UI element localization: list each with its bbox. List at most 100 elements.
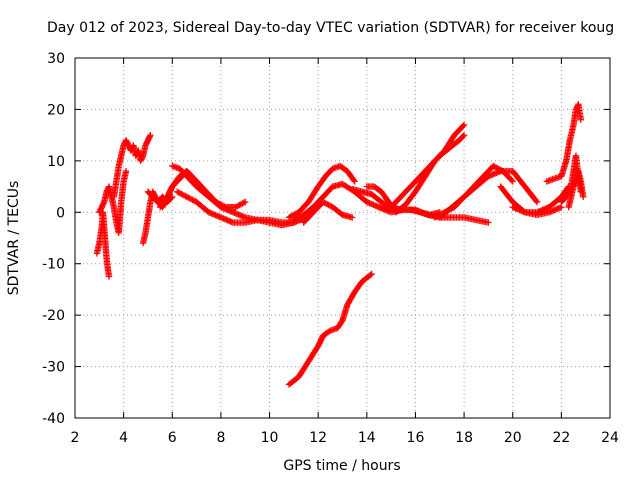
data-point (173, 188, 181, 195)
series-s21 (543, 101, 585, 185)
series-s18 (436, 167, 541, 221)
data-point (297, 213, 305, 220)
data-point (319, 198, 327, 206)
plot-frame (74, 57, 611, 419)
data-point (180, 192, 188, 199)
data-point (190, 197, 198, 204)
y-tick-label: -20 (42, 308, 65, 324)
data-point (460, 131, 468, 139)
data-point (292, 210, 300, 217)
data-point (322, 200, 330, 207)
data-point (492, 164, 500, 171)
data-point (187, 195, 195, 203)
data-point (288, 212, 295, 220)
y-tick-label: 10 (47, 154, 65, 170)
data-point (186, 195, 193, 202)
x-tick-label: 16 (407, 430, 425, 446)
data-point (182, 192, 189, 200)
x-tick-label: 20 (504, 430, 522, 446)
x-tick-label: 4 (119, 430, 128, 446)
data-point (147, 131, 154, 139)
data-point (350, 176, 357, 184)
x-tick-label: 10 (261, 430, 279, 446)
series-s3 (110, 131, 154, 201)
data-point (580, 193, 587, 201)
data-point (236, 201, 243, 209)
data-point (351, 178, 358, 185)
data-point (459, 122, 467, 130)
data-point (380, 200, 388, 207)
y-tick-label: 30 (47, 51, 65, 67)
series-s16 (375, 203, 492, 226)
data-point (292, 216, 299, 223)
y-tick-label: 20 (47, 102, 65, 118)
data-point (491, 163, 498, 170)
data-point (349, 214, 356, 221)
y-tick-label: -40 (42, 411, 65, 427)
data-point (240, 199, 248, 206)
data-point (139, 153, 146, 161)
x-tick-label: 18 (455, 430, 473, 446)
data-point (379, 199, 386, 206)
series-s1 (93, 209, 113, 280)
data-point (189, 196, 196, 203)
data-point (233, 203, 241, 210)
x-tick-label: 24 (601, 430, 619, 446)
data-point (296, 213, 303, 221)
y-tick-label: -10 (42, 257, 65, 273)
data-point (242, 198, 249, 206)
data-point (232, 203, 239, 211)
x-tick-label: 6 (168, 430, 177, 446)
data-point (293, 215, 300, 222)
series-s12 (300, 198, 356, 226)
data-point (287, 213, 294, 220)
series-s20 (509, 203, 565, 219)
data-point (532, 197, 540, 205)
y-axis-label: SDTVAR / TECUs (6, 181, 22, 296)
data-point (178, 190, 185, 198)
series-s15 (387, 131, 468, 211)
data-point (459, 132, 467, 140)
data-point (572, 179, 579, 186)
x-axis-ticks: 2 4 6 8 10 12 14 16 18 20 22 24 (71, 58, 619, 446)
data-point (183, 193, 191, 201)
data-point (460, 121, 468, 129)
y-axis-ticks: -40 -30 -20 -10 0 10 20 30 (42, 51, 610, 427)
data-point (509, 178, 516, 185)
data-point (175, 189, 182, 196)
series-s8 (173, 188, 298, 229)
data-point (100, 200, 107, 207)
data-point (290, 216, 298, 224)
data-point (378, 198, 385, 206)
y-tick-label: -30 (42, 360, 65, 376)
data-point (285, 214, 293, 221)
y-tick-label: 0 (56, 205, 65, 221)
data-marks (93, 101, 587, 388)
data-point (367, 271, 374, 279)
grid (75, 58, 610, 418)
data-point (577, 116, 585, 123)
data-point (146, 133, 153, 140)
series-s2 (96, 167, 130, 237)
x-tick-label: 2 (71, 430, 80, 446)
chart-title: Day 012 of 2023, Sidereal Day-to-day VTE… (47, 20, 614, 36)
data-point (321, 199, 328, 206)
data-point (105, 273, 113, 280)
series-s23 (565, 167, 587, 211)
data-point (368, 270, 375, 278)
series-s10 (285, 162, 358, 221)
series-s9 (285, 270, 375, 388)
x-tick-label: 8 (216, 430, 225, 446)
data-point (533, 198, 541, 206)
data-point (294, 214, 302, 221)
data-point (185, 194, 192, 201)
data-point (289, 212, 297, 219)
data-point (326, 202, 334, 209)
data-point (324, 201, 331, 208)
x-tick-label: 14 (358, 430, 376, 446)
data-point (291, 211, 298, 218)
data-point (122, 167, 130, 175)
x-axis-label: GPS time / hours (283, 458, 400, 474)
x-tick-label: 12 (309, 430, 327, 446)
